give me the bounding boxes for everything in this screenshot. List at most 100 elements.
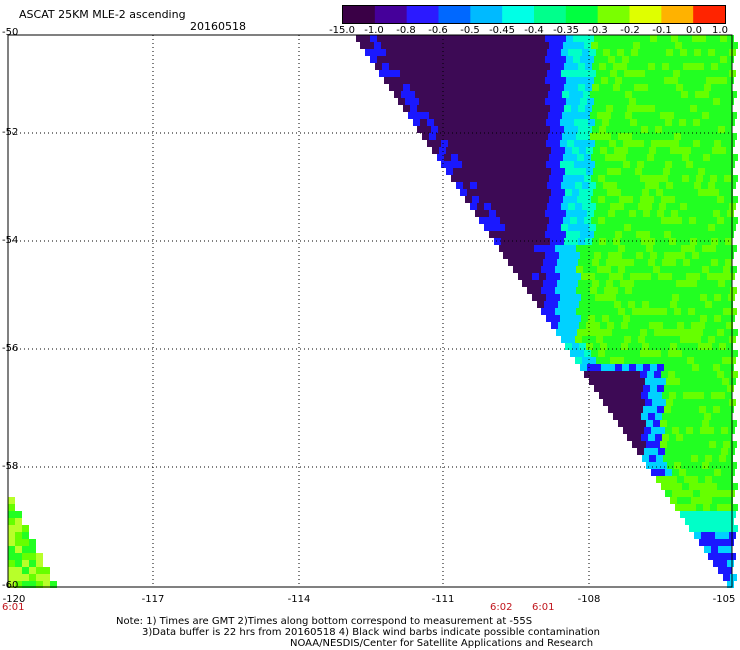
wind-cell (608, 385, 615, 392)
wind-cell (677, 322, 684, 329)
wind-cell (479, 42, 486, 49)
wind-cell (487, 126, 494, 133)
wind-cell (590, 308, 597, 315)
wind-cell (15, 511, 22, 518)
wind-cell (540, 203, 547, 210)
wind-cell (603, 224, 610, 231)
wind-cell (549, 196, 556, 203)
wind-cell (559, 56, 566, 63)
wind-cell (701, 224, 708, 231)
wind-cell (577, 329, 584, 336)
wind-cell (569, 245, 576, 252)
footnote-3: NOAA/NESDIS/Center for Satellite Applica… (290, 638, 594, 649)
wind-cell (626, 196, 633, 203)
cbar-label: -0.6 (428, 25, 448, 36)
wind-cell (590, 112, 597, 119)
wind-cell (551, 322, 558, 329)
wind-cell (594, 98, 601, 105)
wind-cell (701, 378, 708, 385)
wind-cell (437, 42, 444, 49)
wind-cell (499, 133, 506, 140)
wind-cell (591, 196, 598, 203)
wind-cell (603, 378, 610, 385)
wind-cell (384, 56, 391, 63)
wind-cell (555, 287, 562, 294)
wind-cell (22, 532, 29, 539)
wind-cell (661, 483, 668, 490)
wind-cell (617, 182, 624, 189)
wind-cell (415, 112, 422, 119)
wind-cell (598, 42, 605, 49)
wind-cell (636, 364, 643, 371)
wind-cell (718, 238, 725, 245)
wind-cell (521, 196, 528, 203)
wind-cell (688, 266, 695, 273)
wind-cell (460, 147, 467, 154)
wind-cell (669, 434, 676, 441)
wind-cell (710, 483, 717, 490)
wind-cell (395, 42, 402, 49)
wind-cell (726, 455, 733, 462)
wind-cell (710, 371, 717, 378)
wind-cell (687, 70, 694, 77)
wind-cell (621, 189, 628, 196)
wind-cell (641, 413, 648, 420)
wind-cell (591, 217, 598, 224)
wind-cell (668, 42, 675, 49)
wind-cell (701, 182, 708, 189)
wind-cell (456, 70, 463, 77)
wind-cell (715, 336, 722, 343)
wind-cell (528, 154, 535, 161)
wind-cell (706, 385, 713, 392)
wind-cell (628, 301, 635, 308)
wind-cell (668, 154, 675, 161)
wind-cell (703, 175, 710, 182)
wind-cell (531, 231, 538, 238)
wind-cell (660, 133, 667, 140)
wind-cell (673, 378, 680, 385)
wind-cell (665, 490, 672, 497)
wind-cell (611, 245, 618, 252)
wind-cell (652, 49, 659, 56)
wind-cell (624, 378, 631, 385)
wind-cell (598, 217, 605, 224)
wind-cell (654, 371, 661, 378)
wind-cell (596, 70, 603, 77)
wind-cell (662, 84, 669, 91)
wind-cell (652, 70, 659, 77)
wind-cell (533, 49, 540, 56)
wind-cell (620, 413, 627, 420)
wind-cell (577, 217, 584, 224)
wind-cell (458, 154, 465, 161)
wind-cell (703, 504, 710, 511)
wind-cell (548, 91, 555, 98)
wind-cell (603, 203, 610, 210)
wind-cell (681, 266, 688, 273)
wind-cell (619, 42, 626, 49)
wind-cell (573, 77, 580, 84)
wind-cell (476, 119, 483, 126)
wind-cell (640, 196, 647, 203)
wind-cell (414, 70, 421, 77)
wind-cell (518, 119, 525, 126)
wind-cell (560, 140, 567, 147)
wind-cell (678, 385, 685, 392)
wind-cell (725, 413, 732, 420)
wind-cell (620, 105, 627, 112)
wind-cell (682, 154, 689, 161)
wind-cell (511, 161, 518, 168)
wind-cell (713, 210, 720, 217)
wind-cell (507, 217, 514, 224)
wind-cell (466, 126, 473, 133)
wind-cell (424, 63, 431, 70)
wind-cell (552, 98, 559, 105)
wind-cell (549, 42, 556, 49)
wind-cell (662, 126, 669, 133)
wind-cell (446, 147, 453, 154)
wind-cell (590, 245, 597, 252)
wind-cell (681, 462, 688, 469)
wind-cell (644, 161, 651, 168)
wind-cell (559, 252, 566, 259)
wind-cell (638, 336, 645, 343)
wind-cell (651, 294, 658, 301)
